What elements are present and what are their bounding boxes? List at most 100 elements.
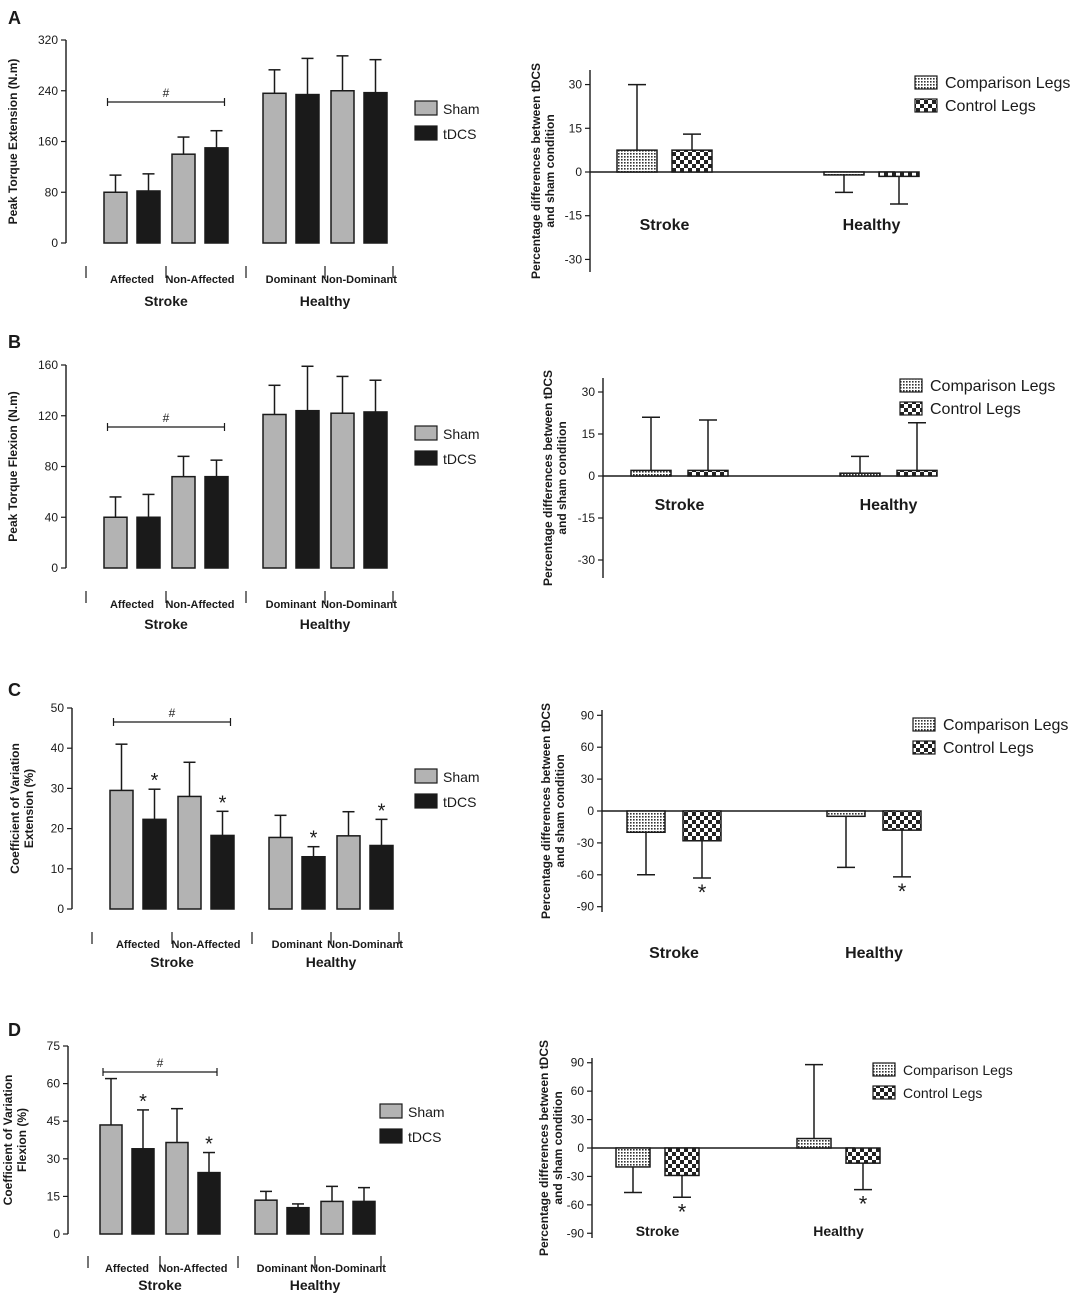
y-tick-label: -30	[577, 836, 595, 850]
legend-swatch-comparison-legs	[872, 1062, 896, 1077]
y-tick-label: 60	[47, 1077, 61, 1091]
bracket-label: #	[169, 706, 176, 720]
bar-control-legs-healthy	[896, 469, 938, 477]
significance-star: *	[310, 828, 318, 850]
y-tick-label: 0	[587, 804, 594, 818]
x-category-label: Non-Affected	[165, 274, 234, 286]
y-axis-label: Coefficient of Variation	[1, 1075, 15, 1206]
legend-label-tdcs: tDCS	[443, 126, 476, 142]
y-tick-label: 90	[571, 1056, 585, 1070]
y-tick-label: 60	[581, 740, 595, 754]
y-tick-label: -30	[567, 1169, 585, 1183]
y-tick-label: 30	[51, 781, 65, 795]
panel-letter-b: B	[8, 332, 21, 352]
y-tick-label: 160	[38, 358, 58, 372]
bar-tdcs-non-affected	[204, 475, 229, 569]
x-category-label: Affected	[105, 1263, 149, 1275]
chart-a-left: 0 80 160 240 320 Peak Torque Extension (N.m) #…	[6, 33, 480, 309]
y-axis-label: Extension (%)	[22, 769, 36, 848]
x-category-label: Non-Affected	[158, 1263, 227, 1275]
significance-star: *	[898, 879, 907, 904]
panel-letter-a: A	[8, 8, 21, 28]
bar-tdcs-affected	[131, 1148, 155, 1235]
legend-swatch-tdcs	[379, 1128, 403, 1144]
bar-comparison-legs-stroke	[615, 1147, 651, 1168]
bar-sham-non-affected	[171, 475, 196, 569]
x-category-label: Affected	[110, 274, 154, 286]
legend-label-sham: Sham	[408, 1104, 445, 1120]
significance-star: *	[378, 800, 386, 822]
legend-label-sham: Sham	[443, 769, 480, 785]
bar-tdcs-dominant	[295, 409, 320, 569]
y-axis-label: Flexion (%)	[15, 1108, 29, 1172]
bar-sham-non-affected	[177, 795, 202, 910]
y-tick-label: 60	[571, 1084, 585, 1098]
y-tick-label: -90	[577, 900, 595, 914]
bar-tdcs-affected	[136, 190, 161, 244]
panel-letter-d: D	[8, 1020, 21, 1040]
y-axis-label: Percentage differences between tDCS	[541, 370, 555, 586]
bar-tdcs-non-affected	[204, 147, 229, 244]
legend-swatch-comparison-legs	[914, 75, 938, 90]
significance-star: *	[139, 1091, 147, 1113]
x-group-label: Stroke	[144, 293, 188, 309]
x-group-label: Healthy	[300, 616, 351, 632]
bar-comparison-legs-healthy	[826, 810, 866, 818]
bar-tdcs-non-dominant	[369, 844, 394, 910]
x-category-label: Stroke	[655, 497, 705, 514]
legend-label-tdcs: tDCS	[443, 794, 476, 810]
legend-label-comparison-legs: Comparison Legs	[903, 1062, 1013, 1078]
bar-sham-dominant	[254, 1199, 278, 1235]
bar-control-legs-stroke	[664, 1147, 700, 1177]
y-tick-label: -15	[565, 209, 583, 223]
bar-control-legs-healthy	[882, 810, 922, 831]
legend-label-sham: Sham	[443, 426, 480, 442]
legend-label-comparison-legs: Comparison Legs	[943, 717, 1068, 734]
y-tick-label: 30	[582, 385, 596, 399]
bar-control-legs-healthy	[845, 1147, 881, 1164]
chart-b-right: -30 -15 0 15 30 Percentage differences betwee…	[541, 370, 1055, 586]
legend-swatch-sham	[414, 768, 438, 784]
y-tick-label: -30	[578, 553, 596, 567]
x-category-label: Stroke	[640, 217, 690, 234]
bar-tdcs-non-dominant	[363, 91, 388, 244]
chart-d-right: -90 -60 -30 0 30 60 90 Percentage differences b…	[537, 1040, 1013, 1256]
y-tick-label: 75	[47, 1039, 61, 1053]
bar-sham-affected	[99, 1124, 123, 1235]
chart-c-left: 0 10 20 30 40 50 Coefficient of Variation Exten…	[8, 701, 480, 970]
legend-label-tdcs: tDCS	[408, 1129, 441, 1145]
y-tick-label: 240	[38, 84, 58, 98]
y-axis-label: Percentage differences between tDCS	[537, 1040, 551, 1256]
bar-tdcs-non-affected	[210, 834, 235, 910]
bar-comparison-legs-healthy	[823, 171, 865, 176]
legend-label-control-legs: Control Legs	[930, 401, 1021, 418]
y-axis-label: Percentage differences between tDCS	[529, 63, 543, 279]
y-tick-label: 40	[45, 510, 59, 524]
bar-sham-dominant	[262, 92, 287, 244]
bar-control-legs-healthy	[878, 171, 920, 178]
y-tick-label: 30	[571, 1113, 585, 1127]
chart-c-right: -90 -60 -30 0 30 60 90 Percentage differences b…	[539, 703, 1068, 962]
y-axis-label: Peak Torque Extension (N.m)	[6, 59, 20, 225]
y-tick-label: 45	[47, 1114, 61, 1128]
x-group-label: Healthy	[300, 293, 351, 309]
x-category-label: Stroke	[649, 945, 699, 962]
chart-d-left: 0 15 30 45 60 75 Coefficient of Variation Flexi…	[1, 1039, 445, 1293]
x-category-label: Dominant	[257, 1263, 308, 1275]
x-category-label: Non-Affected	[165, 599, 234, 611]
y-tick-label: -90	[567, 1226, 585, 1240]
chart-b-left: 0 40 80 120 160 Peak Torque Flexion (N.m) # Aff…	[6, 358, 480, 632]
x-category-label: Affected	[110, 599, 154, 611]
y-tick-label: 80	[45, 185, 59, 199]
x-category-label: Healthy	[860, 497, 918, 514]
bar-tdcs-non-dominant	[352, 1200, 376, 1235]
bar-sham-dominant	[268, 836, 293, 910]
bar-comparison-legs-healthy	[796, 1137, 832, 1149]
y-tick-label: -30	[565, 252, 583, 266]
bar-tdcs-dominant	[301, 855, 326, 910]
significance-star: *	[219, 792, 227, 814]
bar-comparison-legs-healthy	[839, 472, 881, 477]
y-tick-label: 20	[51, 822, 65, 836]
legend-label-control-legs: Control Legs	[903, 1085, 982, 1101]
